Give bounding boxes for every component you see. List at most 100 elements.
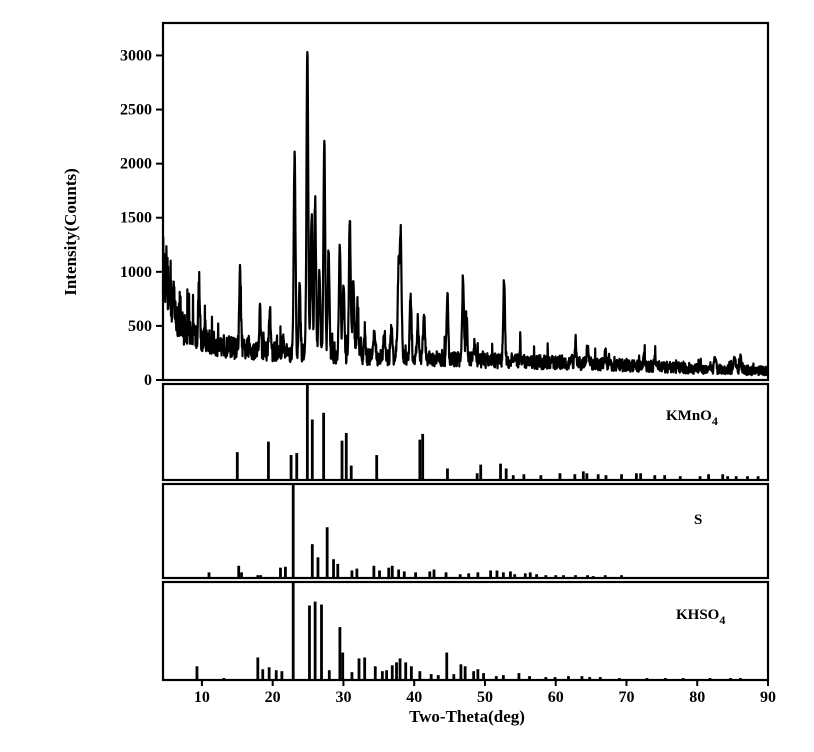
reference-bar: [528, 572, 532, 578]
reference-bar: [467, 573, 471, 578]
reference-bar: [489, 570, 493, 578]
reference-bar: [501, 572, 505, 578]
reference-label: S: [694, 512, 702, 528]
x-tick-label-30: 30: [335, 689, 351, 706]
reference-bar: [372, 565, 376, 578]
reference-bar: [620, 474, 623, 480]
reference-bar: [409, 666, 413, 680]
reference-bar: [603, 575, 607, 578]
reference-bar: [350, 672, 354, 680]
reference-bar: [291, 484, 295, 578]
reference-bar: [310, 419, 314, 480]
reference-bar: [305, 384, 309, 480]
reference-bar: [585, 473, 589, 480]
reference-label-formula: KHSO: [676, 607, 719, 623]
reference-bar: [721, 474, 725, 480]
reference-bar: [539, 475, 543, 480]
reference-panel-frame: [161, 482, 770, 580]
reference-label-formula: S: [694, 512, 702, 528]
reference-bar: [322, 412, 326, 480]
x-tick-label-10: 10: [194, 689, 210, 706]
reference-bar: [341, 652, 345, 680]
reference-bar: [634, 473, 638, 480]
reference-bar: [446, 468, 449, 480]
reference-bar: [256, 657, 260, 680]
reference-bar: [207, 572, 211, 578]
reference-bar: [385, 670, 388, 680]
reference-bar: [267, 667, 271, 680]
reference-bar: [338, 627, 342, 680]
reference-bar: [663, 475, 667, 480]
y-tick-label-3000: 3000: [120, 47, 152, 64]
reference-bar: [554, 575, 558, 578]
y-tick-label-500: 500: [128, 318, 152, 335]
reference-bar: [501, 675, 505, 680]
reference-bar: [544, 575, 548, 578]
reference-bar: [310, 544, 314, 578]
reference-bar: [267, 441, 270, 480]
reference-bar: [678, 476, 682, 480]
reference-bar: [452, 674, 456, 680]
reference-bar: [523, 573, 527, 578]
x-tick-label-20: 20: [265, 689, 281, 706]
reference-bar: [495, 570, 499, 578]
reference-bar: [463, 666, 467, 680]
reference-bar: [355, 568, 359, 578]
x-tick-label-60: 60: [548, 689, 564, 706]
reference-bar: [363, 657, 367, 680]
reference-bar: [482, 673, 485, 680]
reference-bar: [327, 670, 331, 680]
reference-bar: [332, 559, 335, 578]
reference-bar: [421, 433, 425, 480]
reference-bar: [237, 565, 241, 578]
y-tick-label-2500: 2500: [120, 102, 152, 119]
reference-bar: [535, 574, 539, 578]
reference-bar: [320, 604, 323, 680]
reference-bar: [573, 474, 577, 480]
reference-bar: [432, 569, 436, 578]
reference-bar: [588, 677, 592, 680]
x-tick-label-50: 50: [477, 689, 493, 706]
reference-bar: [707, 474, 710, 480]
reference-bar: [340, 440, 344, 480]
reference-bar: [373, 666, 377, 680]
reference-bar: [445, 652, 449, 680]
reference-bar: [504, 468, 508, 480]
reference-bar: [596, 474, 600, 480]
reference-bar: [567, 676, 570, 680]
reference-bar: [395, 662, 398, 680]
reference-panel-s: S: [161, 482, 770, 580]
reference-bar: [734, 476, 738, 480]
reference-bar: [375, 455, 379, 480]
reference-bar: [380, 671, 384, 680]
reference-label-formula: KMnO: [666, 408, 712, 424]
reference-bar: [402, 571, 406, 578]
reference-bar: [562, 575, 565, 578]
reference-bar: [390, 665, 394, 680]
reference-bar: [476, 572, 480, 578]
reference-bar: [756, 476, 760, 480]
reference-bar: [428, 571, 432, 578]
reference-label: KHSO4: [676, 607, 725, 627]
x-axis-label: Two-Theta(deg): [409, 707, 525, 726]
reference-bar: [472, 671, 476, 680]
reference-bar: [459, 664, 463, 680]
reference-panel-frame: [161, 382, 770, 482]
reference-bar: [580, 676, 584, 680]
reference-bar: [350, 570, 354, 578]
reference-bar: [414, 572, 418, 578]
reference-bar: [325, 527, 329, 578]
reference-bar: [418, 671, 422, 680]
reference-bar: [308, 605, 311, 680]
reference-bar: [604, 475, 608, 480]
reference-bar: [509, 571, 512, 578]
reference-bar: [444, 572, 448, 578]
reference-bar: [284, 566, 287, 578]
reference-bar: [378, 570, 381, 578]
reference-bar: [513, 574, 517, 578]
reference-bar: [316, 557, 320, 578]
reference-label: KMnO4: [666, 408, 718, 428]
reference-bar: [479, 464, 483, 480]
reference-bar: [475, 473, 479, 480]
reference-panel-khso4: KHSO4: [161, 580, 770, 682]
